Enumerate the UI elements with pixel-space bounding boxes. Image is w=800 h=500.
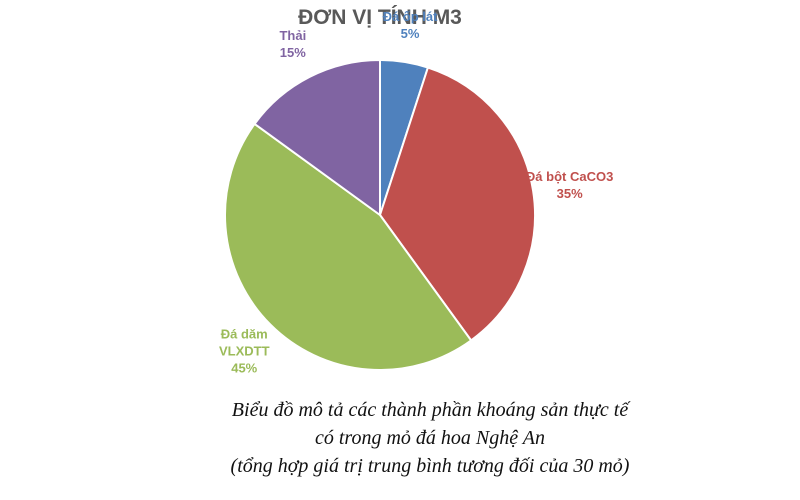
slice-value-label: 5% bbox=[400, 26, 420, 42]
slice-name: Đá ốp lát bbox=[382, 9, 438, 25]
pie-slice bbox=[253, 58, 381, 217]
caption: Biểu đồ mô tả các thành phần khoáng sản … bbox=[230, 396, 630, 480]
chart-title: ĐƠN VỊ TÍNH M3 bbox=[298, 6, 462, 29]
caption-line: (tổng hợp giá trị trung bình tương đối c… bbox=[230, 455, 630, 477]
slice-value-label: 15% bbox=[279, 44, 306, 60]
pie-slice bbox=[224, 122, 473, 371]
slice-name: Thải bbox=[279, 27, 307, 43]
caption-line: Biểu đồ mô tả các thành phần khoáng sản … bbox=[231, 399, 629, 421]
slice-label: Đá ốp lát 5% bbox=[383, 8, 438, 42]
slice-name: Đá dăm VLXDTT bbox=[218, 326, 270, 359]
slice-value-label: 35% bbox=[556, 185, 583, 201]
slice-label: Đá dăm VLXDTT 45% bbox=[219, 325, 270, 376]
slice-value-label: 45% bbox=[231, 360, 258, 376]
pie-slice bbox=[378, 66, 536, 342]
slice-name: Đá bột CaCO3 bbox=[525, 168, 614, 184]
slice-label: Thải 15% bbox=[279, 27, 306, 61]
slice-label: Đá bột CaCO3 35% bbox=[526, 168, 613, 202]
caption-line: có trong mỏ đá hoa Nghệ An bbox=[315, 427, 545, 449]
